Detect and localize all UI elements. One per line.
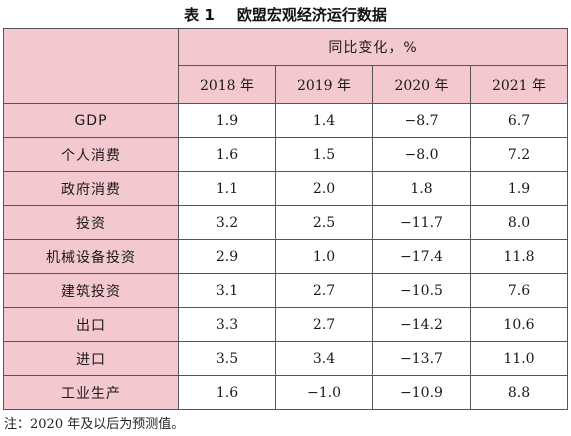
row-label: 工业生产 (3, 375, 179, 410)
table-body: GDP 1.9 1.4 −8.7 6.7 个人消费 1.6 1.5 −8.0 7.2 政府消费 1.1… (3, 103, 568, 410)
table-cell: 2.9 (178, 239, 276, 274)
table-cell: 8.0 (470, 205, 568, 240)
table-row: 政府消费 1.1 2.0 1.8 1.9 (3, 171, 568, 206)
table-cell: 7.2 (470, 137, 568, 172)
table-cell: 10.6 (470, 307, 568, 342)
table-cell: −1.0 (275, 375, 373, 410)
table-cell: 1.9 (178, 103, 276, 138)
table-cell: −17.4 (372, 239, 471, 274)
table-cell: 2.7 (275, 273, 373, 308)
table-cell: −13.7 (372, 341, 471, 376)
table-cell: 11.8 (470, 239, 568, 274)
group-header: 同比变化，% (178, 28, 568, 66)
row-label: 建筑投资 (3, 273, 179, 308)
table-cell: 3.5 (178, 341, 276, 376)
row-label: 出口 (3, 307, 179, 342)
table-row: 建筑投资 3.1 2.7 −10.5 7.6 (3, 273, 568, 308)
table-cell: 1.8 (372, 171, 471, 206)
table-cell: 3.3 (178, 307, 276, 342)
table-note: 注：2020 年及以后为预测值。 (4, 417, 185, 432)
year-header: 2018 年 (178, 65, 276, 104)
table-cell: 2.7 (275, 307, 373, 342)
table-cell: −11.7 (372, 205, 471, 240)
table-title: 欧盟宏观经济运行数据 (236, 6, 387, 24)
table-caption: 表 1 欧盟宏观经济运行数据 (0, 3, 571, 27)
table-cell: 1.5 (275, 137, 373, 172)
table-cell: 3.2 (178, 205, 276, 240)
row-label: 投资 (3, 205, 179, 240)
year-header: 2019 年 (275, 65, 373, 104)
table-row: 投资 3.2 2.5 −11.7 8.0 (3, 205, 568, 240)
table-cell: 1.6 (178, 137, 276, 172)
table-row: GDP 1.9 1.4 −8.7 6.7 (3, 103, 568, 138)
table-cell: 1.1 (178, 171, 276, 206)
table-cell: 11.0 (470, 341, 568, 376)
table-cell: −10.5 (372, 273, 471, 308)
table-row: 工业生产 1.6 −1.0 −10.9 8.8 (3, 375, 568, 410)
table-number: 表 1 (184, 6, 215, 24)
table-cell: 2.5 (275, 205, 373, 240)
corner-header-cell (3, 28, 179, 104)
table-cell: 8.8 (470, 375, 568, 410)
table-row: 机械设备投资 2.9 1.0 −17.4 11.8 (3, 239, 568, 274)
year-header: 2021 年 (470, 65, 568, 104)
table-cell: 1.4 (275, 103, 373, 138)
table-cell: 3.1 (178, 273, 276, 308)
row-label: 个人消费 (3, 137, 179, 172)
table-cell: 3.4 (275, 341, 373, 376)
table-cell: 6.7 (470, 103, 568, 138)
table-row: 进口 3.5 3.4 −13.7 11.0 (3, 341, 568, 376)
table-cell: 1.6 (178, 375, 276, 410)
table-cell: −10.9 (372, 375, 471, 410)
year-header: 2020 年 (372, 65, 471, 104)
table-cell: −14.2 (372, 307, 471, 342)
data-table: 同比变化，% 2018 年 2019 年 2020 年 2021 年 GDP 1.… (3, 28, 568, 410)
table-row: 个人消费 1.6 1.5 −8.0 7.2 (3, 137, 568, 172)
row-label: 机械设备投资 (3, 239, 179, 274)
table-cell: 1.9 (470, 171, 568, 206)
table-cell: −8.0 (372, 137, 471, 172)
table-row: 出口 3.3 2.7 −14.2 10.6 (3, 307, 568, 342)
table-cell: 7.6 (470, 273, 568, 308)
row-label: 政府消费 (3, 171, 179, 206)
row-label: GDP (3, 103, 179, 138)
table-cell: −8.7 (372, 103, 471, 138)
table-cell: 2.0 (275, 171, 373, 206)
row-label: 进口 (3, 341, 179, 376)
table-cell: 1.0 (275, 239, 373, 274)
